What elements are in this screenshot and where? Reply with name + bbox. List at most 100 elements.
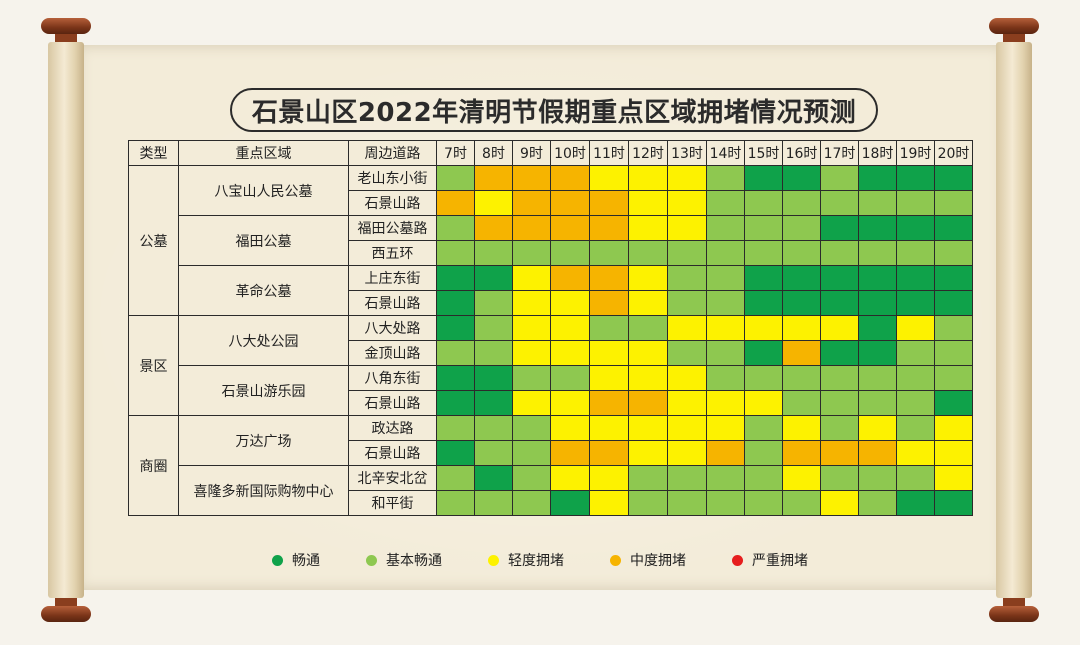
- congestion-cell: [436, 265, 475, 291]
- congestion-cell: [550, 415, 590, 441]
- congestion-cell: [896, 390, 935, 416]
- congestion-cell: [744, 490, 783, 516]
- scroll-roller-right: [989, 18, 1039, 622]
- congestion-cell: [550, 365, 590, 391]
- congestion-cell: [744, 465, 783, 491]
- congestion-cell: [550, 440, 590, 466]
- congestion-cell: [550, 465, 590, 491]
- congestion-cell: [589, 190, 629, 216]
- congestion-cell: [628, 440, 668, 466]
- congestion-cell: [896, 415, 935, 441]
- congestion-cell: [934, 190, 973, 216]
- header-type: 类型: [128, 140, 179, 166]
- congestion-cell: [474, 440, 513, 466]
- legend-dot-icon: [272, 554, 283, 566]
- road-cell: 金顶山路: [348, 340, 437, 366]
- congestion-cell: [858, 490, 897, 516]
- congestion-cell: [706, 240, 745, 266]
- road-cell: 石景山路: [348, 290, 437, 316]
- congestion-cell: [896, 340, 935, 366]
- table-row: 石景山路: [129, 190, 973, 216]
- congestion-cell: [934, 490, 973, 516]
- congestion-cell: [858, 190, 897, 216]
- congestion-cell: [706, 440, 745, 466]
- congestion-cell: [550, 240, 590, 266]
- congestion-cell: [744, 340, 783, 366]
- congestion-cell: [820, 190, 859, 216]
- congestion-cell: [550, 340, 590, 366]
- congestion-cell: [782, 440, 821, 466]
- congestion-cell: [706, 215, 745, 241]
- congestion-cell: [628, 490, 668, 516]
- congestion-cell: [628, 215, 668, 241]
- congestion-cell: [896, 440, 935, 466]
- legend-dot-icon: [488, 554, 499, 566]
- congestion-cell: [474, 465, 513, 491]
- congestion-cell: [858, 390, 897, 416]
- congestion-cell: [858, 240, 897, 266]
- congestion-cell: [667, 440, 707, 466]
- congestion-cell: [820, 440, 859, 466]
- congestion-cell: [512, 290, 551, 316]
- congestion-cell: [512, 365, 551, 391]
- congestion-cell: [474, 490, 513, 516]
- congestion-cell: [474, 240, 513, 266]
- congestion-cell: [436, 190, 475, 216]
- congestion-cell: [896, 240, 935, 266]
- congestion-cell: [474, 215, 513, 241]
- header-hour: 7时: [436, 140, 475, 166]
- legend: 畅通 基本畅通 轻度拥堵 中度拥堵 严重拥堵: [0, 550, 1080, 570]
- congestion-cell: [436, 240, 475, 266]
- congestion-cell: [628, 290, 668, 316]
- congestion-cell: [896, 490, 935, 516]
- congestion-cell: [934, 215, 973, 241]
- congestion-cell: [512, 190, 551, 216]
- congestion-cell: [934, 440, 973, 466]
- table-row: 革命公墓 上庄东街: [129, 265, 973, 316]
- road-cell: 老山东小街: [348, 165, 437, 191]
- congestion-cell: [436, 215, 475, 241]
- congestion-cell: [706, 340, 745, 366]
- legend-dot-icon: [610, 554, 621, 566]
- congestion-cell: [782, 340, 821, 366]
- congestion-cell: [550, 390, 590, 416]
- header-hour: 19时: [896, 140, 935, 166]
- congestion-cell: [744, 315, 783, 341]
- congestion-cell: [858, 290, 897, 316]
- road-cell: 石景山路: [348, 190, 437, 216]
- congestion-cell: [934, 315, 973, 341]
- type-cell: 公墓: [128, 165, 179, 316]
- table-row: 石景山路: [129, 290, 973, 316]
- header-hour: 9时: [512, 140, 551, 166]
- congestion-cell: [628, 465, 668, 491]
- congestion-cell: [820, 490, 859, 516]
- header-hour: 18时: [858, 140, 897, 166]
- congestion-cell: [896, 265, 935, 291]
- congestion-cell: [896, 315, 935, 341]
- road-cell: 八角东街: [348, 365, 437, 391]
- congestion-cell: [744, 440, 783, 466]
- table-row: 石景山游乐园 八角东街: [129, 365, 973, 416]
- congestion-cell: [820, 315, 859, 341]
- congestion-cell: [667, 390, 707, 416]
- congestion-cell: [589, 465, 629, 491]
- congestion-cell: [744, 165, 783, 191]
- area-cell: 喜隆多新国际购物中心: [178, 465, 349, 516]
- congestion-cell: [858, 340, 897, 366]
- congestion-cell: [744, 390, 783, 416]
- congestion-cell: [550, 215, 590, 241]
- congestion-cell: [896, 290, 935, 316]
- congestion-cell: [512, 265, 551, 291]
- congestion-cell: [706, 365, 745, 391]
- congestion-cell: [706, 190, 745, 216]
- area-cell: 福田公墓: [178, 215, 349, 266]
- congestion-cell: [858, 415, 897, 441]
- congestion-cell: [474, 265, 513, 291]
- congestion-cell: [782, 290, 821, 316]
- congestion-cell: [550, 290, 590, 316]
- congestion-cell: [589, 365, 629, 391]
- congestion-cell: [512, 240, 551, 266]
- area-cell: 八宝山人民公墓: [178, 165, 349, 216]
- congestion-cell: [474, 290, 513, 316]
- congestion-cell: [667, 365, 707, 391]
